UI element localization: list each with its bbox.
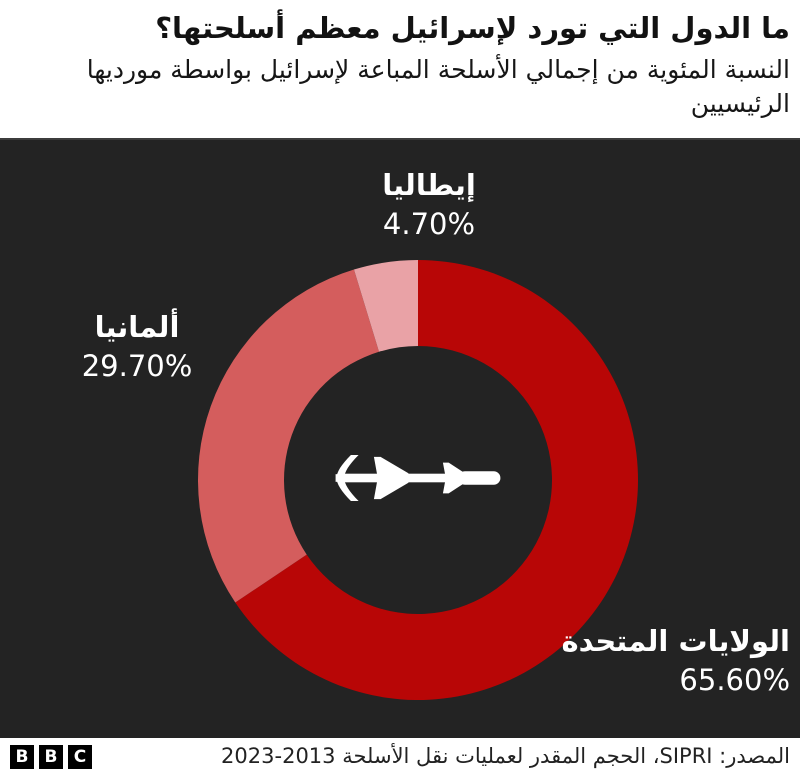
bbc-logo-block-1: B [10, 745, 34, 769]
bbc-logo: B B C [10, 745, 92, 769]
source-note: المصدر: SIPRI، الحجم المقدر لعمليات نقل … [221, 744, 790, 769]
slice-name-united-states: الولايات المتحدة [561, 624, 790, 658]
donut-slice-1 [198, 269, 379, 603]
missile-icon [335, 455, 501, 501]
donut-slice-2 [353, 260, 418, 352]
slice-name-germany: ألمانيا [94, 310, 180, 344]
donut-chart [198, 260, 639, 700]
slice-value-united-states: 65.60% [679, 663, 790, 697]
donut-chart-panel: إيطاليا 4.70% ألمانيا 29.70% الولايات ال… [0, 138, 800, 738]
slice-label-italy: إيطاليا 4.70% [329, 166, 529, 244]
slice-value-italy: 4.70% [382, 207, 476, 241]
footer: B B C المصدر: SIPRI، الحجم المقدر لعمليا… [0, 738, 800, 776]
slice-label-germany: ألمانيا 29.70% [37, 308, 237, 386]
page-subtitle: النسبة المئوية من إجمالي الأسلحة المباعة… [86, 55, 790, 118]
slice-label-united-states: الولايات المتحدة 65.60% [530, 622, 790, 700]
slice-value-germany: 29.70% [81, 349, 193, 383]
slice-name-italy: إيطاليا [382, 168, 476, 202]
donut-slice-0 [235, 260, 639, 700]
header: ما الدول التي تورد لإسرائيل معظم أسلحتها… [0, 0, 800, 138]
page-title: ما الدول التي تورد لإسرائيل معظم أسلحتها… [155, 11, 790, 45]
bbc-logo-block-3: C [68, 745, 92, 769]
bbc-logo-block-2: B [39, 745, 63, 769]
